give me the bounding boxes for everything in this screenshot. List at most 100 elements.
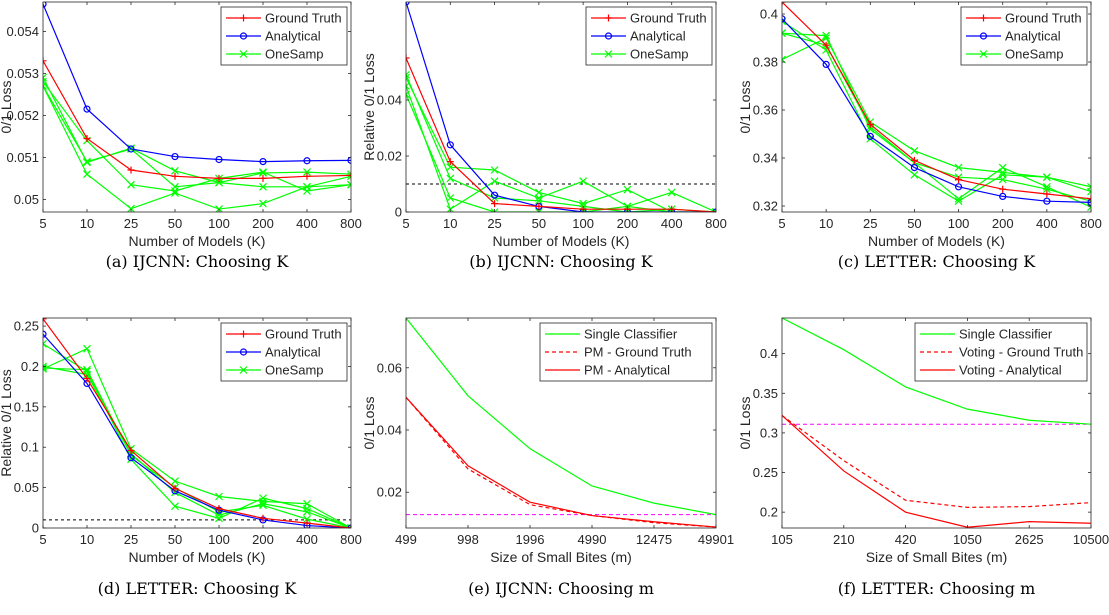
y-tick-label: 0.06 [377, 360, 402, 375]
x-tick-label: 1996 [516, 532, 545, 547]
x-axis-label: Size of Small Bites (m) [866, 549, 1008, 565]
y-axis-label: 0/1 Loss [737, 397, 753, 450]
x-tick-label: 499 [395, 532, 417, 547]
data-point [911, 147, 918, 154]
y-axis-label: 0/1 Loss [0, 81, 14, 134]
chart-panel-5: 499 998 1996 4990 12475 49901 0.02 0.04 0.06 Size… [361, 318, 734, 598]
y-tick-label: 0.2 [760, 505, 778, 520]
chart-panel-4: 5 10 25 50 100 200 400 80000.050.10.150.20.25Nu… [0, 315, 362, 598]
legend-label: OneSamp [630, 47, 689, 62]
y-tick-label: 0.051 [6, 150, 39, 165]
x-tick-label: 200 [992, 216, 1014, 231]
x-tick-label: 25 [863, 216, 877, 231]
x-tick-label: 4990 [578, 532, 607, 547]
x-axis-label: Size of Small Bites (m) [490, 549, 632, 565]
data-point [668, 189, 675, 196]
y-tick-label: 0.3 [760, 425, 778, 440]
y-tick-label: 0.05 [14, 192, 39, 207]
panel-caption: (c) LETTER: Choosing K [838, 252, 1036, 271]
legend-label: Ground Truth [630, 11, 707, 26]
data-point [84, 171, 91, 178]
chart-panel-1: 5 10 25 50 100 200 400 800 0.05 0.051 0.052 0.053 0.… [0, 1, 362, 271]
y-tick-label: 0.02 [377, 485, 402, 500]
legend-label: OneSamp [1005, 47, 1064, 62]
x-axis-label: Number of Models (K) [868, 233, 1005, 249]
x-tick-label: 12475 [636, 532, 672, 547]
y-axis-label: 0/1 Loss [361, 397, 377, 450]
y-tick-label: 0.15 [14, 399, 39, 414]
legend-label: PM - Analytical [584, 363, 670, 378]
x-tick-label: 100 [208, 216, 230, 231]
x-tick-label: 400 [296, 216, 318, 231]
x-tick-label: 50 [168, 216, 182, 231]
x-tick-label: 400 [1036, 216, 1058, 231]
y-tick-label: 0.05 [14, 480, 39, 495]
series-line-onesamp-run-2 [43, 78, 351, 183]
x-tick-label: 420 [895, 532, 917, 547]
y-tick-label: 0.054 [6, 24, 39, 39]
x-tick-label: 1050 [953, 532, 982, 547]
x-tick-label: 50 [168, 532, 182, 547]
x-tick-label: 2625 [1015, 532, 1044, 547]
x-tick-label: 5 [402, 216, 409, 231]
data-point [172, 478, 179, 485]
x-tick-label: 25 [124, 216, 138, 231]
y-tick-label: 0.25 [14, 319, 39, 334]
series-line-onesamp-run-3 [406, 86, 716, 212]
x-tick-label: 10500 [1073, 532, 1109, 547]
data-point [580, 178, 587, 185]
legend: Ground Truth Analytical OneSamp [221, 323, 347, 381]
x-tick-label: 5 [778, 216, 785, 231]
legend-label: Ground Truth [1005, 11, 1082, 26]
series-line-voting-ground-truth [782, 415, 1091, 507]
x-tick-label: 49901 [698, 532, 734, 547]
x-tick-label: 998 [457, 532, 479, 547]
series-line-pm-ground-truth [406, 397, 716, 527]
x-tick-label: 10 [80, 532, 94, 547]
legend: Single Classifier Voting - Ground Truth Vo… [915, 323, 1087, 381]
x-tick-label: 400 [296, 532, 318, 547]
x-tick-label: 105 [771, 532, 793, 547]
legend-label: OneSamp [265, 47, 324, 62]
y-tick-label: 0.04 [377, 93, 402, 108]
x-tick-label: 100 [208, 532, 230, 547]
y-axis-label: Relative 0/1 Loss [361, 53, 377, 160]
legend-label: PM - Ground Truth [584, 345, 692, 360]
legend-label: OneSamp [265, 363, 324, 378]
x-tick-label: 5 [39, 216, 46, 231]
y-tick-label: 0.02 [377, 149, 402, 164]
y-tick-label: 0.34 [753, 151, 778, 166]
series-line-pm-analytical [406, 397, 716, 527]
legend-label: Analytical [265, 345, 321, 360]
y-tick-label: 0.2 [21, 359, 39, 374]
legend-label: Analytical [1005, 29, 1061, 44]
y-tick-label: 0.053 [6, 66, 39, 81]
chart-panel-2: 5 10 25 50 100 200 400 800 0 0.02 0.04 Number of Mo… [361, 0, 727, 271]
legend-label: Analytical [630, 29, 686, 44]
legend-label: Voting - Analytical [959, 363, 1062, 378]
x-tick-label: 25 [487, 216, 501, 231]
legend: Single ClassifierPM - Ground TruthPM - A… [540, 323, 712, 381]
x-tick-label: 200 [252, 532, 274, 547]
y-tick-label: 0.36 [753, 103, 778, 118]
chart-panel-3: 5 10 25 50 100 200 400 8000.320.340.360.380.4Nu… [737, 0, 1102, 271]
x-tick-label: 5 [39, 532, 46, 547]
y-tick-label: 0.32 [753, 199, 778, 214]
legend-label: Analytical [265, 29, 321, 44]
y-tick-label: 0.25 [753, 465, 778, 480]
legend: Ground Truth Analytical OneSamp [586, 7, 712, 65]
legend-label: Single Classifier [959, 327, 1053, 342]
y-tick-label: 0.38 [753, 55, 778, 70]
legend-label: Ground Truth [265, 327, 342, 342]
panel-caption: (a) IJCNN: Choosing K [106, 252, 290, 271]
y-tick-label: 0.1 [21, 440, 39, 455]
x-tick-label: 800 [340, 216, 362, 231]
x-tick-label: 50 [532, 216, 546, 231]
data-point [491, 178, 498, 185]
x-tick-label: 200 [617, 216, 639, 231]
y-tick-label: 0.04 [377, 423, 402, 438]
y-tick-label: 0 [395, 205, 402, 220]
y-tick-label: 0.35 [753, 386, 778, 401]
legend-label: Voting - Ground Truth [959, 345, 1083, 360]
